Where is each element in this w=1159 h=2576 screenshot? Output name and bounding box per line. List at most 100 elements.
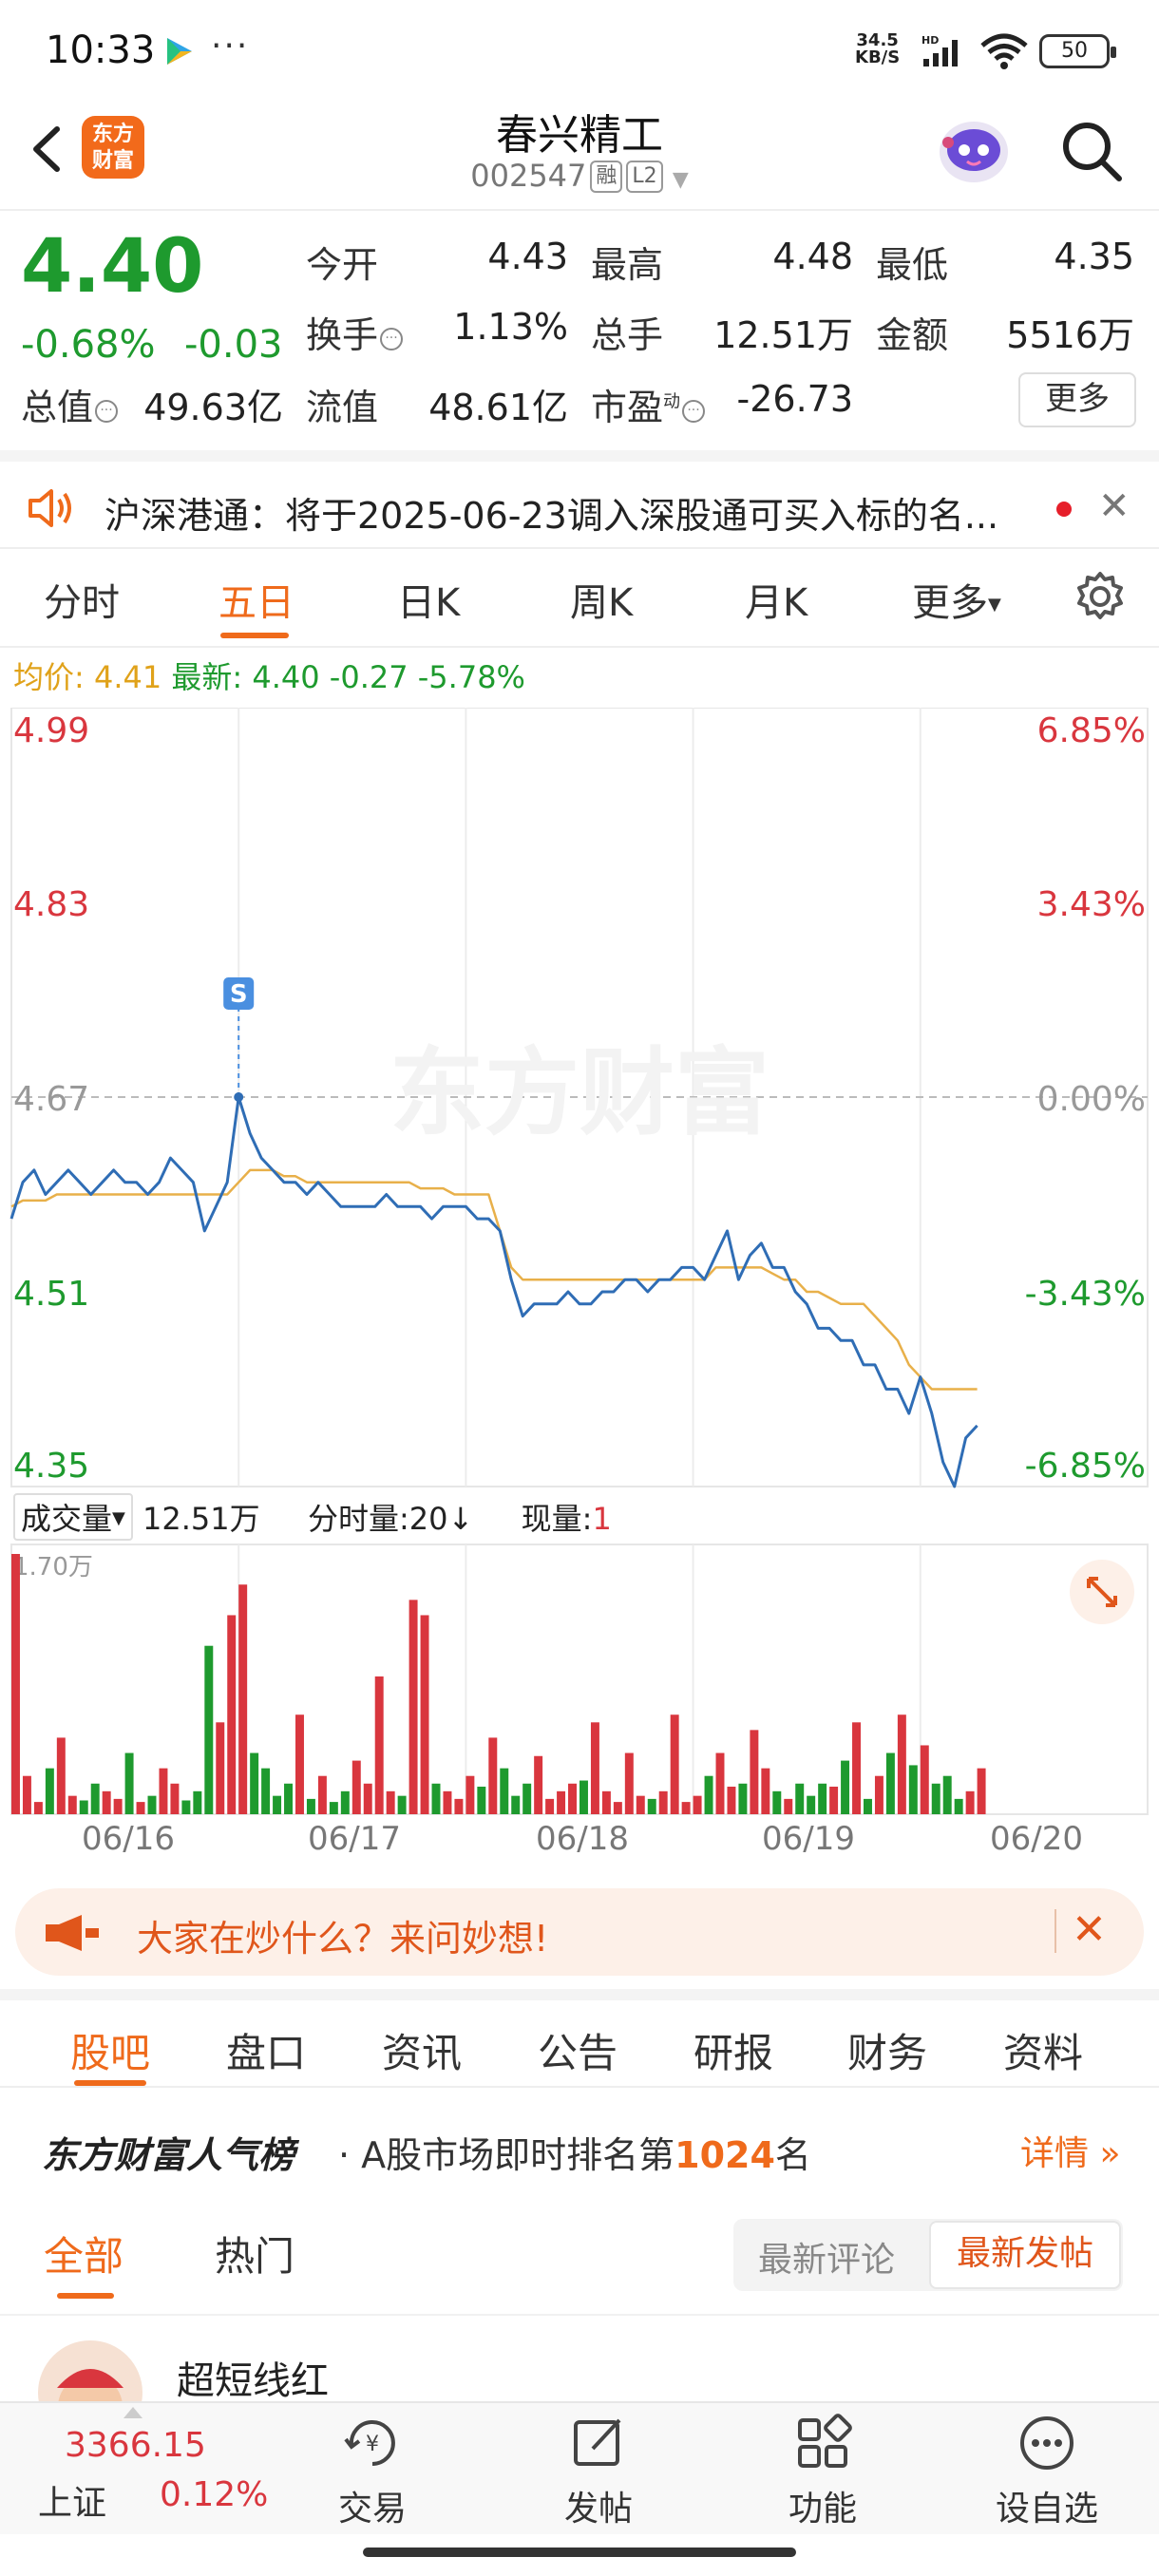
tab-daily-k[interactable]: 日K [397, 581, 461, 625]
volume-bar [693, 1795, 702, 1814]
amount-label: 金额 [876, 314, 949, 356]
ask-ai-banner[interactable]: 大家在炒什么？来问妙想! ✕ [15, 1888, 1144, 1976]
bottom-navigation: 3366.15 上证 0.12% ¥ 交易 发帖 功能 [0, 2401, 1159, 2534]
volume-bar [374, 1676, 384, 1814]
low-value: 4.35 [1054, 236, 1134, 277]
tab-monthly-k[interactable]: 月K [745, 581, 808, 625]
y-tick-pct: -6.85% [1025, 1447, 1146, 1486]
nav-functions[interactable]: 功能 [747, 2413, 899, 2530]
volume-chart[interactable]: 1.70万 [0, 1543, 1159, 1818]
volume-bar [647, 1798, 656, 1814]
volume-bar [511, 1795, 521, 1814]
filter-hot[interactable]: 热门 [215, 2233, 295, 2280]
info-icon: ··· [95, 400, 119, 423]
five-day-price-chart[interactable]: 东方财富 4.99 6.85% 4.83 3.43% 4.67 0.00% 4.51 -3.4… [0, 708, 1159, 1490]
volume-bar [772, 1790, 782, 1814]
tab-more[interactable]: 更多▼ [912, 581, 1001, 625]
volume-bar [363, 1783, 372, 1814]
nav-trade[interactable]: ¥ 交易 [296, 2413, 448, 2530]
volume-bar [147, 1795, 157, 1814]
volume-bar [829, 1786, 839, 1814]
volume-bar [818, 1783, 827, 1814]
mktcap-label[interactable]: 总值 ··· [21, 378, 119, 430]
nav-post[interactable]: 发帖 [522, 2413, 674, 2530]
more-quote-button[interactable]: 更多 [1018, 372, 1136, 427]
tab-orderbook[interactable]: 盘口 [226, 2030, 307, 2076]
sort-latest-post[interactable]: 最新发帖 [929, 2221, 1121, 2289]
signal-label: S [230, 980, 248, 1009]
nav-add-watchlist[interactable]: 设自选 [971, 2413, 1123, 2530]
gear-icon[interactable] [1074, 570, 1127, 623]
volume-bar [181, 1800, 191, 1814]
volume-bar [670, 1714, 679, 1814]
volume-bar [466, 1775, 475, 1814]
unread-dot [1056, 502, 1072, 517]
date-label: 06/19 [762, 1820, 855, 1858]
volume-total: 12.51万 [142, 1501, 260, 1537]
net-speed-value: 34.5 [856, 30, 899, 50]
back-button[interactable] [19, 116, 72, 182]
notice-bar[interactable]: 沪深港通：将于2025-06-23调入深股通可买入标的名... ✕ [0, 450, 1159, 549]
volume-bar [477, 1786, 486, 1814]
caret-up-icon [124, 2407, 142, 2418]
volume-bar [613, 1802, 622, 1814]
open-value: 4.43 [487, 236, 568, 277]
volume-bar [261, 1768, 271, 1814]
tab-five-day[interactable]: 五日 [218, 581, 294, 625]
volume-bar [329, 1802, 338, 1814]
post-username[interactable]: 超短线红 [177, 2359, 329, 2403]
volume-bar [750, 1730, 759, 1814]
close-icon[interactable]: ✕ [1072, 1905, 1107, 1954]
volume-bar [273, 1795, 282, 1814]
expand-icon[interactable] [1070, 1560, 1134, 1624]
eastmoney-logo[interactable]: 东方 财富 [82, 116, 144, 179]
notice-text: 沪深港通：将于2025-06-23调入深股通可买入标的名... [104, 495, 999, 537]
sort-latest-comment[interactable]: 最新评论 [758, 2241, 896, 2280]
y-tick-pct: 0.00% [1037, 1080, 1146, 1119]
active-tab-indicator [220, 633, 289, 638]
tab-financials[interactable]: 财务 [847, 2030, 928, 2076]
filter-all[interactable]: 全部 [44, 2233, 124, 2280]
current-volume-value: 1 [592, 1501, 612, 1537]
tab-profile[interactable]: 资料 [1003, 2030, 1084, 2076]
nav-label: 发帖 [563, 2490, 633, 2529]
search-icon[interactable] [1054, 114, 1130, 190]
pe-label[interactable]: 市盈动 ··· [591, 378, 706, 430]
status-bar: 10:33 ··· 34.5 KB/S HD 50 [0, 0, 1159, 104]
popularity-rank-row[interactable]: 东方财富人气榜 · A股市场即时排名第1024名 详情 » [0, 2099, 1159, 2194]
signal-badge [223, 977, 255, 1010]
stock-code: 002547 [470, 158, 587, 194]
close-icon[interactable]: ✕ [1098, 484, 1130, 528]
turnover-label[interactable]: 换手 ··· [306, 306, 404, 358]
volume-bar [908, 1765, 918, 1814]
index-change[interactable]: 0.12% [160, 2475, 269, 2514]
volume-value: 12.51万 [713, 314, 853, 356]
tab-announcements[interactable]: 公告 [538, 2030, 618, 2076]
ai-assistant-robot-icon[interactable] [931, 108, 1016, 190]
tab-forum[interactable]: 股吧 [70, 2030, 151, 2076]
index-name[interactable]: 上证 [38, 2484, 107, 2523]
volume-bar [454, 1798, 464, 1814]
stock-code-row[interactable]: 002547 融 L2 ▼ [0, 158, 1159, 194]
tab-news[interactable]: 资讯 [382, 2030, 463, 2076]
current-volume-label: 现量: [521, 1501, 593, 1537]
volume-bar [443, 1790, 452, 1814]
index-value[interactable]: 3366.15 [65, 2426, 206, 2465]
grid-icon [798, 2414, 852, 2468]
tab-intraday[interactable]: 分时 [44, 581, 120, 625]
volume-selector[interactable]: 成交量▼ [13, 1493, 133, 1541]
arrow-down-icon: ↓ [447, 1501, 474, 1537]
latest-label: 最新: [171, 659, 243, 695]
hd-label: HD [922, 34, 939, 47]
open-label: 今开 [306, 244, 379, 286]
rank-detail-link[interactable]: 详情 » [1020, 2134, 1121, 2173]
tab-research[interactable]: 研报 [694, 2030, 774, 2076]
mktcap-value: 49.63亿 [143, 387, 283, 428]
volume-bar [897, 1714, 906, 1814]
margin-tag: 融 [590, 161, 623, 193]
volume-bar [681, 1802, 691, 1814]
volume-bar [386, 1790, 395, 1814]
avg-price-line [10, 1168, 978, 1391]
y-tick-price: 4.83 [13, 885, 89, 924]
tab-weekly-k[interactable]: 周K [570, 581, 634, 625]
